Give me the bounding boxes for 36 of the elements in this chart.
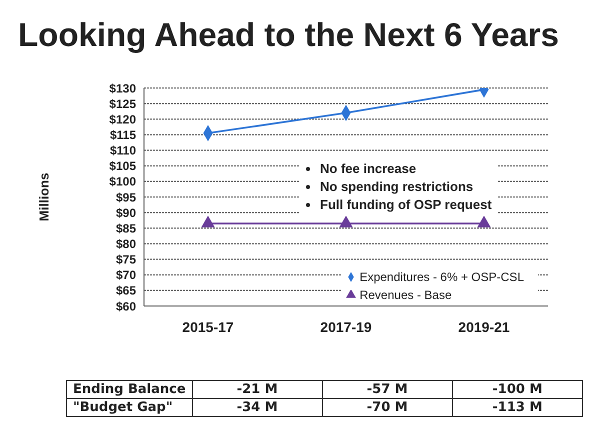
annotation: No fee increase [320,160,416,178]
annotation: No spending restrictions [320,178,474,196]
y-tick-label: $100 [109,174,136,189]
y-tick-label: $120 [109,112,136,126]
y-tick-label: $125 [109,96,136,111]
y-tick-label: $85 [116,221,136,236]
y-tick-label: $105 [109,159,136,174]
y-tick-label: $75 [116,252,136,267]
y-tick-label: $65 [116,284,136,298]
x-tick-label: 2015-17 [182,318,234,335]
y-tick-label: $70 [116,268,136,282]
point [202,216,214,228]
text: -113 M [452,398,582,416]
text: -70 M [322,398,452,416]
x-tick-label: 2019-21 [458,318,510,335]
y-tick-label: $95 [116,190,136,204]
y-tick-label: $90 [116,206,136,220]
text: -21 M [192,380,322,398]
annotation: Full funding of OSP request [320,196,492,214]
text: Ending Balance [66,380,192,398]
text: -100 M [452,380,582,398]
x-tick-label: 2017-19 [320,318,372,335]
legend-label: Revenues - Base [360,288,452,302]
y-tick-label: $115 [110,128,136,142]
y-tick-label: $110 [110,144,136,158]
legend-label: Expenditures - 6% + OSP-CSL [360,270,524,284]
y-tick-label: $60 [116,299,136,314]
point [478,216,490,228]
y-axis-title: Millions [36,172,52,222]
point [340,216,352,228]
text: -57 M [322,380,452,398]
chart-title: Looking Ahead to the Next 6 Years [18,16,559,54]
text: "Budget Gap" [66,398,192,416]
y-tick-label: $130 [109,81,136,96]
y-tick-label: $80 [116,236,136,251]
text: -34 M [192,398,322,416]
